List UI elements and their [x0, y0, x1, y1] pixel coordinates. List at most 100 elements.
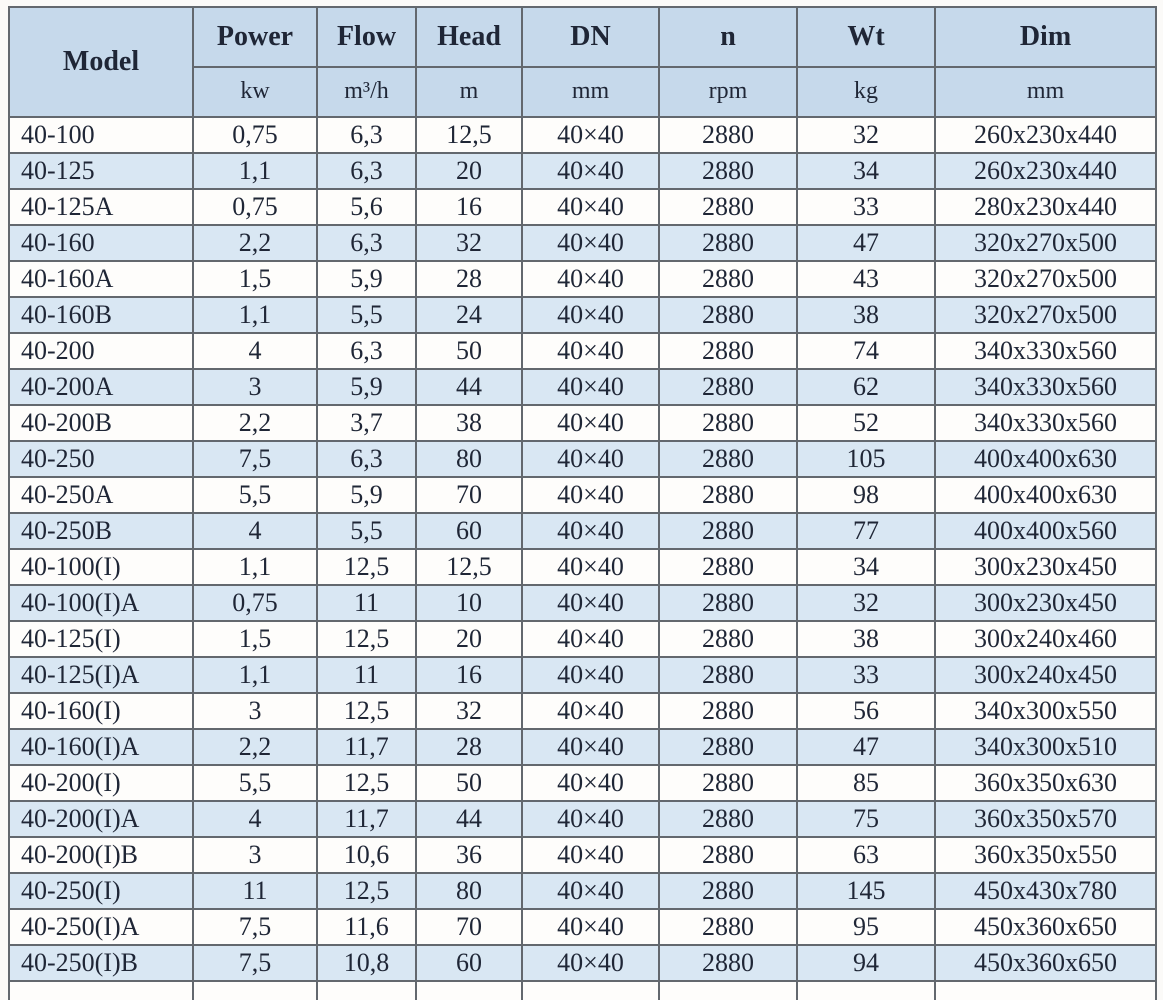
cell-flow: 12,5: [316, 620, 417, 658]
cell-head: 32: [415, 692, 523, 730]
cell-wt: 62: [796, 368, 936, 406]
table-row: 40-250(I)B 7,5 10,8 60 40×40 2880 94 450x360x65…: [8, 944, 1157, 982]
cell-n: 2880: [658, 332, 798, 370]
cell-dim: 450x360x650: [934, 944, 1157, 982]
cell-flow: 12,5: [316, 548, 417, 586]
cell-flow: 5,9: [316, 260, 417, 298]
unit-flow: m³/h: [316, 66, 417, 118]
cell-power: 1,1: [192, 152, 318, 190]
cell-power: 4: [192, 800, 318, 838]
cell-dim: 400x400x630: [934, 476, 1157, 514]
cell-model: 40-160A: [8, 260, 194, 298]
cell-n: 2880: [658, 764, 798, 802]
cell-model: 40-200(I): [8, 764, 194, 802]
cell-wt: 98: [796, 476, 936, 514]
table-row: 40-125(I) 1,5 12,5 20 40×40 2880 38 300x240x460: [8, 620, 1157, 658]
table-row: 40-160 2,2 6,3 32 40×40 2880 47 320x270x500: [8, 224, 1157, 262]
cell-flow: 3,7: [316, 404, 417, 442]
cell-n: 2880: [658, 188, 798, 226]
cell-dn: 40×40: [521, 620, 660, 658]
cell-head: 80: [415, 440, 523, 478]
cell-dn: 40×40: [521, 224, 660, 262]
cell-flow: 12,5: [316, 764, 417, 802]
cell-n: 2880: [658, 656, 798, 694]
cell-dn: 40×40: [521, 764, 660, 802]
cell-dim: 340x300x550: [934, 692, 1157, 730]
table-row: 40-125(I)A 1,1 11 16 40×40 2880 33 300x240x450: [8, 656, 1157, 694]
cell-n: 2880: [658, 368, 798, 406]
cell-dn: 40×40: [521, 692, 660, 730]
cell-model: 40-160(I): [8, 692, 194, 730]
table-row: 40-200(I) 5,5 12,5 50 40×40 2880 85 360x350x630: [8, 764, 1157, 802]
cell-power: 0,75: [192, 116, 318, 154]
cell-n: 2880: [658, 584, 798, 622]
cell-dn: 40×40: [521, 584, 660, 622]
cell-dim: 360x350x570: [934, 800, 1157, 838]
cell-power: 1,1: [192, 296, 318, 334]
cell-model: 40-250B: [8, 512, 194, 550]
cell-dn: 40×40: [521, 548, 660, 586]
cell-n: 2880: [658, 440, 798, 478]
cell-model: 40-160: [8, 224, 194, 262]
cell-dn: 40×40: [521, 800, 660, 838]
cell-dn: 40×40: [521, 476, 660, 514]
col-header-wt: Wt: [796, 6, 936, 68]
cell-n: 2880: [658, 260, 798, 298]
table-row: 40-200(I)A 4 11,7 44 40×40 2880 75 360x350x570: [8, 800, 1157, 838]
cell-power: 3: [192, 692, 318, 730]
cell-model: 40-100: [8, 116, 194, 154]
cell-dim: 300x240x460: [934, 620, 1157, 658]
cell-head: 44: [415, 368, 523, 406]
cell-model: 40-200: [8, 332, 194, 370]
cell-dim: 360x350x630: [934, 764, 1157, 802]
table-row: 40-200 4 6,3 50 40×40 2880 74 340x330x560: [8, 332, 1157, 370]
cell-flow: 11,7: [316, 728, 417, 766]
cell-wt: 33: [796, 188, 936, 226]
cell-head: 10: [415, 584, 523, 622]
cell-head: 16: [415, 656, 523, 694]
table-header: Model Power Flow Head DN n Wt Dim kw m³/…: [8, 6, 1157, 118]
cell-wt: 75: [796, 800, 936, 838]
cell-flow: 6,3: [316, 440, 417, 478]
cell-wt: 145: [796, 872, 936, 910]
cell-wt: 47: [796, 728, 936, 766]
cell-flow: 11: [316, 656, 417, 694]
cell-dn: 40×40: [521, 332, 660, 370]
cell-dn: 40×40: [521, 440, 660, 478]
cell-head: 44: [415, 800, 523, 838]
header-label-row: Model Power Flow Head DN n Wt Dim: [8, 6, 1157, 118]
cell-dim: 300x240x450: [934, 656, 1157, 694]
cell-empty: [415, 980, 523, 1000]
cell-dn: 40×40: [521, 296, 660, 334]
cell-n: 2880: [658, 404, 798, 442]
unit-wt: kg: [796, 66, 936, 118]
cell-dim: 400x400x560: [934, 512, 1157, 550]
cell-dn: 40×40: [521, 872, 660, 910]
table-row: 40-250A 5,5 5,9 70 40×40 2880 98 400x400x630: [8, 476, 1157, 514]
cell-dim: 450x430x780: [934, 872, 1157, 910]
cell-n: 2880: [658, 512, 798, 550]
cell-power: 2,2: [192, 728, 318, 766]
cell-flow: 10,6: [316, 836, 417, 874]
cell-n: 2880: [658, 548, 798, 586]
cell-model: 40-100(I)A: [8, 584, 194, 622]
table-row: 40-250(I) 11 12,5 80 40×40 2880 145 450x430x780: [8, 872, 1157, 910]
cell-empty: [192, 980, 318, 1000]
cell-head: 28: [415, 728, 523, 766]
cell-power: 3: [192, 836, 318, 874]
cell-model: 40-250(I): [8, 872, 194, 910]
table-body: 40-100 0,75 6,3 12,5 40×40 2880 32 260x230x440 4…: [8, 116, 1157, 982]
cell-dn: 40×40: [521, 188, 660, 226]
table-row: 40-200B 2,2 3,7 38 40×40 2880 52 340x330x560: [8, 404, 1157, 442]
cell-head: 12,5: [415, 548, 523, 586]
cell-flow: 5,5: [316, 512, 417, 550]
table-row: 40-125A 0,75 5,6 16 40×40 2880 33 280x230x440: [8, 188, 1157, 226]
cell-head: 24: [415, 296, 523, 334]
cell-n: 2880: [658, 800, 798, 838]
cell-head: 70: [415, 908, 523, 946]
table-row: 40-160A 1,5 5,9 28 40×40 2880 43 320x270x500: [8, 260, 1157, 298]
cell-wt: 34: [796, 152, 936, 190]
cell-n: 2880: [658, 152, 798, 190]
cell-flow: 12,5: [316, 872, 417, 910]
cell-model: 40-250(I)B: [8, 944, 194, 982]
